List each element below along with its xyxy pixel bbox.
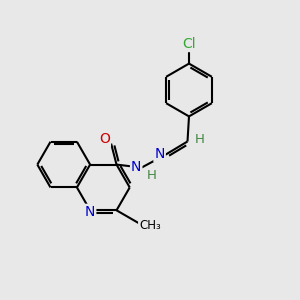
Text: N: N [131, 160, 141, 174]
Text: H: H [195, 134, 205, 146]
Text: Cl: Cl [182, 37, 196, 51]
Text: O: O [99, 132, 110, 146]
Text: N: N [85, 205, 95, 219]
Text: H: H [147, 169, 157, 182]
Text: CH₃: CH₃ [139, 218, 161, 232]
Text: N: N [154, 147, 165, 161]
